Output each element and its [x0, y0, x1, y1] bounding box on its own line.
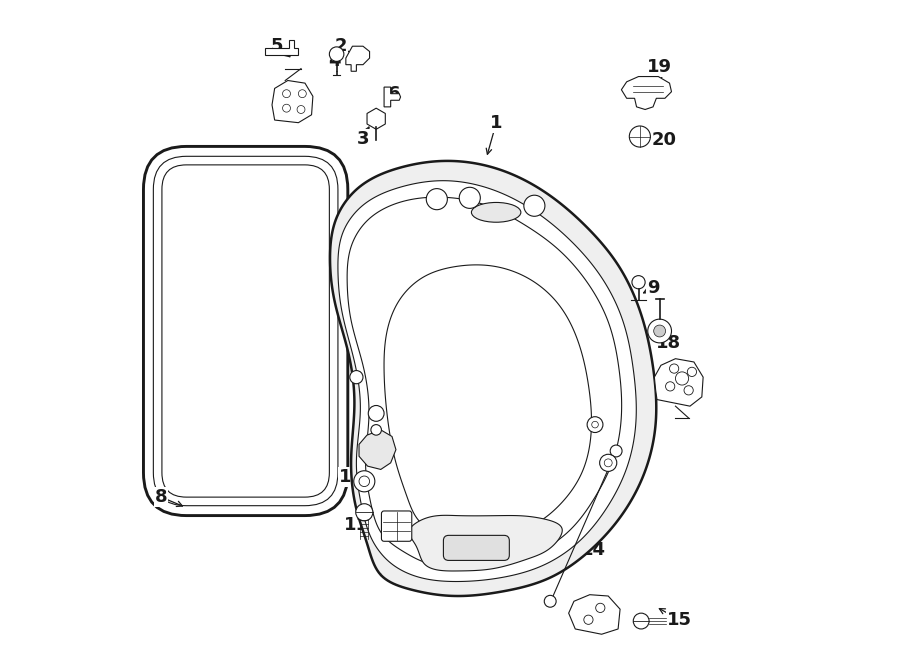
- Circle shape: [350, 371, 363, 384]
- Text: 4: 4: [328, 52, 341, 70]
- Polygon shape: [384, 87, 400, 107]
- Text: 9: 9: [647, 279, 660, 297]
- Polygon shape: [330, 161, 656, 596]
- Text: 5: 5: [271, 37, 284, 55]
- Circle shape: [653, 325, 666, 337]
- FancyBboxPatch shape: [143, 146, 347, 516]
- Circle shape: [544, 595, 556, 607]
- Text: 18: 18: [656, 334, 681, 352]
- Ellipse shape: [472, 203, 521, 222]
- Circle shape: [629, 126, 651, 147]
- Polygon shape: [569, 594, 620, 634]
- Polygon shape: [338, 181, 636, 581]
- Text: 11: 11: [344, 516, 369, 534]
- Text: 10: 10: [386, 525, 411, 543]
- Circle shape: [368, 406, 384, 421]
- Circle shape: [648, 319, 671, 343]
- Circle shape: [587, 416, 603, 432]
- Polygon shape: [266, 40, 299, 55]
- Polygon shape: [410, 515, 562, 571]
- Circle shape: [356, 504, 373, 521]
- Text: 12: 12: [338, 468, 364, 487]
- Text: 2: 2: [335, 37, 347, 55]
- Text: 3: 3: [356, 130, 369, 148]
- Circle shape: [634, 613, 649, 629]
- Text: 15: 15: [667, 611, 692, 629]
- Circle shape: [354, 471, 374, 492]
- Polygon shape: [346, 46, 370, 71]
- Circle shape: [427, 189, 447, 210]
- Circle shape: [371, 424, 382, 435]
- Circle shape: [329, 47, 344, 62]
- Text: 16: 16: [610, 409, 635, 427]
- Text: 13: 13: [621, 454, 646, 472]
- Text: 17: 17: [676, 376, 701, 394]
- Polygon shape: [359, 430, 396, 469]
- Text: 20: 20: [652, 131, 677, 149]
- Text: 14: 14: [581, 541, 607, 559]
- Circle shape: [459, 187, 481, 209]
- Polygon shape: [347, 197, 622, 567]
- Circle shape: [599, 454, 616, 471]
- Text: 1: 1: [490, 115, 502, 132]
- Polygon shape: [272, 81, 313, 122]
- FancyBboxPatch shape: [444, 536, 509, 561]
- Text: 7: 7: [277, 93, 290, 111]
- Polygon shape: [654, 359, 703, 406]
- Circle shape: [610, 445, 622, 457]
- FancyBboxPatch shape: [382, 511, 412, 542]
- Text: 6: 6: [388, 85, 400, 103]
- Circle shape: [524, 195, 544, 216]
- Text: 19: 19: [647, 58, 672, 76]
- Circle shape: [632, 275, 645, 289]
- Text: 8: 8: [155, 488, 167, 506]
- Polygon shape: [621, 77, 671, 109]
- Polygon shape: [384, 265, 591, 536]
